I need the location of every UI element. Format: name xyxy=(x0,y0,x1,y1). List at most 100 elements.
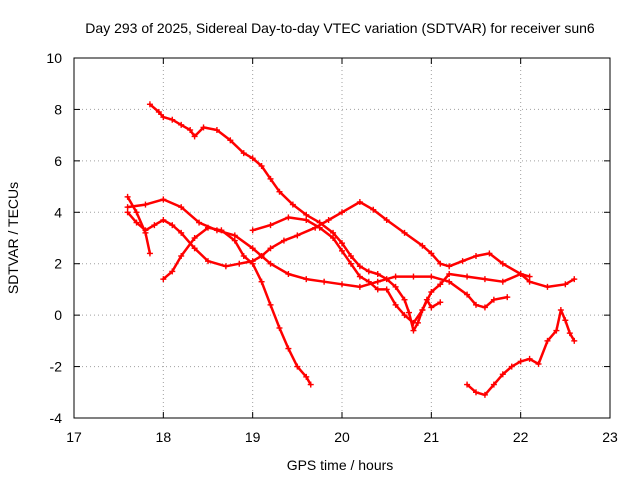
data-point xyxy=(169,268,176,275)
data-point xyxy=(285,214,292,221)
data-point xyxy=(383,217,390,223)
data-point xyxy=(227,137,234,144)
data-point xyxy=(339,247,345,254)
y-tick-label: 0 xyxy=(54,307,62,323)
data-point xyxy=(526,355,533,362)
plot-area xyxy=(124,101,578,398)
data-point xyxy=(240,253,247,259)
series-line xyxy=(162,226,312,386)
data-point xyxy=(437,260,444,267)
data-point xyxy=(339,240,345,247)
data-point xyxy=(481,276,488,283)
data-point xyxy=(526,278,533,285)
data-point xyxy=(562,281,569,288)
data-point xyxy=(481,304,488,311)
data-point xyxy=(535,361,542,367)
data-point xyxy=(356,283,363,290)
data-point xyxy=(178,229,185,236)
data-point xyxy=(303,276,310,283)
data-point xyxy=(191,235,198,241)
data-point xyxy=(544,337,551,344)
y-tick-label: 8 xyxy=(54,101,62,117)
data-point xyxy=(459,258,466,265)
data-point xyxy=(571,337,578,344)
series-track-4 xyxy=(124,196,511,311)
x-tick-label: 22 xyxy=(513,429,529,445)
data-point xyxy=(160,196,167,203)
y-tick-label: 2 xyxy=(54,256,62,272)
data-point xyxy=(374,278,381,285)
data-point xyxy=(303,217,310,223)
data-point xyxy=(347,260,354,267)
data-point xyxy=(499,260,506,267)
data-point xyxy=(249,227,256,234)
data-point xyxy=(356,263,363,270)
y-tick-label: 10 xyxy=(46,50,62,66)
data-point xyxy=(289,201,296,208)
y-tick-label: -4 xyxy=(50,410,63,426)
data-point xyxy=(481,391,488,398)
data-point xyxy=(508,363,515,370)
data-point xyxy=(446,263,453,270)
data-point xyxy=(285,345,292,352)
data-point xyxy=(339,281,345,288)
data-point xyxy=(406,309,412,316)
data-point xyxy=(571,276,578,283)
data-point xyxy=(446,278,453,285)
data-point xyxy=(307,381,314,388)
data-point xyxy=(222,263,229,270)
data-point xyxy=(231,232,238,239)
data-point xyxy=(401,296,408,303)
data-point xyxy=(437,281,444,288)
data-point xyxy=(276,325,283,331)
data-point xyxy=(316,224,323,231)
data-point xyxy=(339,209,345,216)
data-point xyxy=(410,319,417,326)
data-point xyxy=(294,363,301,370)
data-point xyxy=(428,289,435,295)
data-point xyxy=(160,217,167,223)
data-point xyxy=(330,235,337,241)
data-point xyxy=(392,301,399,308)
data-point xyxy=(370,206,377,213)
data-point xyxy=(401,312,408,319)
data-point xyxy=(267,260,274,267)
data-point xyxy=(557,307,564,313)
data-point xyxy=(218,227,225,234)
data-point xyxy=(374,286,381,293)
data-point xyxy=(236,260,243,267)
data-point xyxy=(178,253,185,259)
series-track-5 xyxy=(160,224,314,388)
data-point xyxy=(303,211,310,218)
data-point xyxy=(356,199,363,205)
data-point xyxy=(392,273,399,280)
data-point xyxy=(517,358,524,365)
series-line xyxy=(126,198,509,309)
data-point xyxy=(160,276,167,283)
data-point xyxy=(187,127,194,133)
data-point xyxy=(191,245,198,252)
data-point xyxy=(146,101,153,108)
data-point xyxy=(410,327,417,334)
series-track-7 xyxy=(464,307,578,398)
data-point xyxy=(213,127,220,133)
data-point xyxy=(437,299,444,306)
x-axis-label: GPS time / hours xyxy=(287,457,394,473)
data-point xyxy=(133,209,140,216)
data-point xyxy=(490,296,497,303)
data-point xyxy=(142,201,149,208)
data-point xyxy=(280,237,287,244)
data-point xyxy=(240,150,247,157)
data-point xyxy=(544,283,551,290)
data-point xyxy=(303,373,310,380)
data-point xyxy=(419,307,426,313)
data-point xyxy=(294,232,301,239)
y-axis-label: SDTVAR / TECUs xyxy=(5,182,21,294)
data-point xyxy=(356,273,363,280)
data-point xyxy=(160,114,167,121)
data-point xyxy=(267,175,274,182)
data-point xyxy=(178,204,185,211)
data-point xyxy=(151,222,158,229)
x-tick-label: 21 xyxy=(424,429,440,445)
y-tick-label: -2 xyxy=(50,359,63,375)
